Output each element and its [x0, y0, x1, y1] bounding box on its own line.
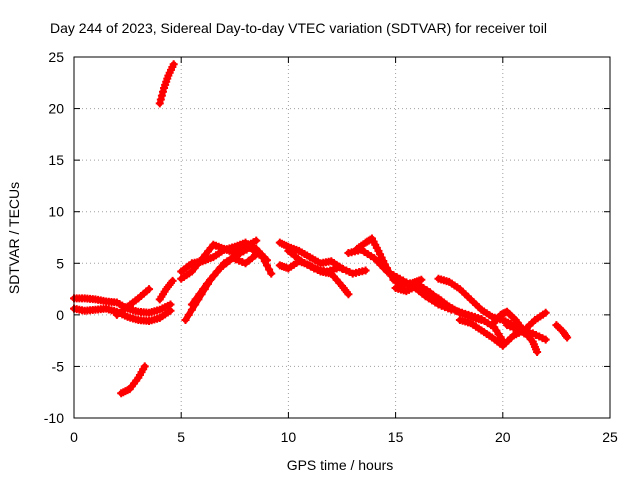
x-tick-label: 20 — [495, 429, 511, 445]
y-tick-label: 10 — [48, 204, 64, 220]
data-point-marker — [158, 87, 167, 96]
series-trace-m — [284, 246, 370, 278]
data-point-marker — [199, 285, 208, 294]
series-trace-v — [552, 321, 572, 342]
y-tick-label: 20 — [48, 101, 64, 117]
chart-title: Day 244 of 2023, Sidereal Day-to-day VTE… — [50, 20, 547, 36]
data-point — [541, 335, 550, 344]
y-tick-label: 15 — [48, 152, 64, 168]
x-tick-label: 0 — [70, 429, 78, 445]
series-trace-b — [117, 362, 149, 398]
data-point-marker — [195, 290, 204, 299]
data-point-marker — [191, 295, 200, 304]
x-axis-label: GPS time / hours — [287, 457, 394, 473]
series-trace-j — [187, 248, 263, 309]
data-point — [181, 316, 190, 325]
data-point — [145, 285, 154, 294]
ticks: 0 5 10 15 20 25 -10 -5 0 5 10 15 20 25 — [44, 49, 618, 445]
series-trace-o — [344, 245, 456, 314]
data-point-marker — [156, 95, 165, 104]
data-point-marker — [157, 91, 166, 100]
data-point — [361, 266, 370, 275]
series-trace-s — [455, 308, 550, 350]
data-point — [258, 253, 267, 262]
data-point — [563, 333, 572, 342]
x-tick-label: 10 — [281, 429, 297, 445]
data-point — [254, 248, 263, 257]
data-point — [533, 347, 542, 356]
data-point-marker — [262, 261, 271, 270]
series-trace-a — [155, 60, 178, 108]
data-point — [267, 269, 276, 278]
data-point — [140, 362, 149, 371]
data-point-marker — [184, 310, 193, 319]
x-tick-label: 15 — [388, 429, 404, 445]
series-trace-e — [112, 285, 154, 319]
y-tick-label: -10 — [44, 410, 64, 426]
y-tick-label: -5 — [52, 358, 65, 374]
y-tick-label: 0 — [56, 307, 64, 323]
y-tick-label: 25 — [48, 49, 64, 65]
y-tick-label: 5 — [56, 255, 64, 271]
data-point-marker — [260, 257, 269, 266]
data-point — [155, 99, 164, 108]
x-tick-label: 5 — [177, 429, 185, 445]
data-point-marker — [562, 332, 571, 341]
data-point — [166, 306, 175, 315]
data-point — [187, 300, 196, 309]
data-point-marker — [265, 265, 274, 274]
series-trace-f — [155, 276, 177, 304]
data-point — [252, 236, 261, 245]
data-point — [168, 276, 177, 285]
plot-frame — [73, 56, 611, 419]
data-point — [417, 275, 426, 284]
y-axis-label: SDTVAR / TECUs — [6, 182, 22, 294]
data-point — [344, 290, 353, 299]
grid — [74, 57, 610, 418]
data-point — [169, 60, 178, 69]
data-point — [541, 308, 550, 317]
x-tick-label: 25 — [602, 429, 618, 445]
series-trace-u — [503, 321, 550, 344]
